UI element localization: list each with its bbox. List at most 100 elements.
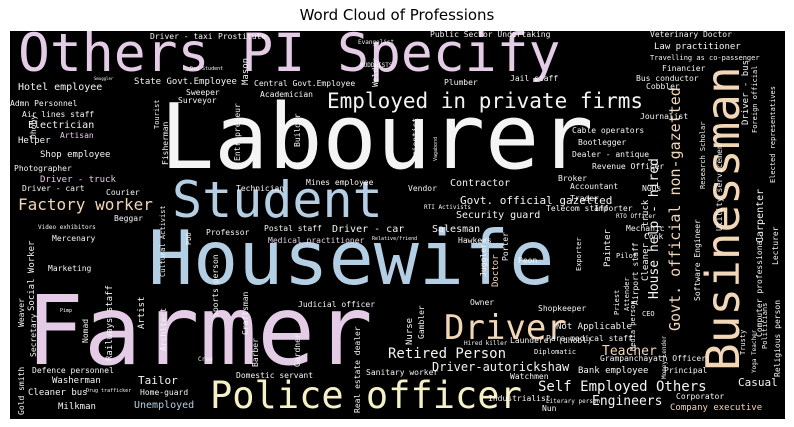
word-professor: Professor — [206, 228, 250, 237]
word-telecom-staff: Telecom staff — [546, 204, 609, 213]
word-photographer: Photographer — [14, 164, 72, 173]
word-computer-professional: Computer professional — [755, 235, 764, 337]
word-cloud-canvas: Others PI Specify Labourer Housewife Far… — [10, 31, 785, 419]
word-watchmen: Watchmen — [510, 372, 549, 381]
word-cleaner-bus: Cleaner bus — [28, 388, 88, 398]
word-foreign-official: Foreign official — [751, 65, 759, 133]
word-real-estate-dealer: Real estate dealer — [353, 326, 362, 413]
figure-title: Word Cloud of Professions — [299, 6, 495, 24]
word-shopkeeper: Shopkeeper — [538, 304, 587, 313]
word-financier: Financier — [662, 64, 706, 73]
word-social-worker: Social Worker — [27, 240, 37, 311]
word-postal-staff: Postal staff — [264, 224, 322, 233]
word-literary-person: Literary person — [546, 398, 601, 405]
word-nun: Nun — [542, 404, 557, 413]
word-employed-private-firms: Employed in private firms — [327, 89, 644, 113]
word-dog-student: Dog Student — [190, 66, 224, 72]
word-porter: Porter — [501, 232, 510, 261]
word-medical-practitioner: Medical practitioner — [268, 236, 365, 245]
word-relative-friend: Relative/friend — [372, 236, 418, 242]
word-sports-person: Sports person — [211, 254, 220, 317]
word-owner: Owner — [470, 298, 495, 307]
word-cook: Cook — [644, 232, 664, 241]
word-lecturer: Lecturer — [771, 226, 780, 265]
word-govt-official-non-gazetted: Govt. official non-gazetted — [666, 87, 684, 331]
word-casual: Casual — [738, 376, 778, 389]
word-pdo: PDO — [185, 232, 193, 245]
word-washerman: Washerman — [52, 376, 101, 386]
word-milkman: Milkman — [58, 402, 96, 412]
word-plumber: Plumber — [444, 78, 478, 87]
word-cultural-activist: Cultural Activist — [159, 205, 167, 277]
word-corporator: Corporator — [676, 392, 725, 401]
word-revenue-officer: Revenue Officer — [592, 162, 665, 171]
word-vendor: Vendor — [408, 184, 437, 193]
word-salesman: Salesman — [432, 224, 481, 235]
word-housewife: Housewife — [148, 214, 555, 302]
word-ceo: CEO — [642, 310, 655, 318]
word-hotel-employee: Hotel employee — [18, 82, 103, 93]
word-driver-car: Driver - car — [332, 224, 405, 235]
word-company-executive: Company executive — [670, 403, 763, 413]
word-doctor: Doctor — [491, 254, 501, 287]
word-accountant: Accountant — [570, 182, 619, 191]
word-gold-smith: Gold smith — [17, 366, 26, 415]
word-importer: Importer — [594, 204, 633, 213]
word-surveyor: Surveyor — [178, 96, 217, 105]
word-smuggler: Smuggler — [94, 76, 114, 81]
word-govt-official-gazetted: Govt. official gazetted — [460, 194, 613, 207]
word-not-applicable: Not Applicable — [556, 322, 632, 332]
word-dhoby: Dhoby — [29, 114, 38, 139]
word-travelling-co-passenger: Travelling as co-passenger — [650, 54, 760, 62]
word-driver-cart: Driver - cart — [22, 184, 85, 193]
word-gardner: Gardner — [293, 333, 302, 367]
word-pimp: Pimp — [60, 308, 73, 314]
word-public-sector-undertaking: Public Sector Undertaking — [430, 31, 551, 39]
word-tourist: Tourist — [153, 99, 161, 129]
word-research-scholar: Research Scholar — [699, 121, 707, 189]
word-vagabond: Vagabond — [433, 136, 439, 161]
word-priest: Priest — [613, 289, 621, 315]
word-exporter: Exporter — [575, 237, 583, 271]
word-architect: Architect — [159, 307, 168, 351]
word-helper: Helper — [18, 136, 51, 146]
word-video-exhibitors: Video exhibitors — [38, 224, 96, 231]
word-secretary: Secretary — [29, 313, 38, 357]
word-welder: Welder — [371, 58, 380, 87]
word-ngos: NGOs — [642, 184, 662, 193]
word-self-employed-others: Self Employed Others — [538, 379, 707, 395]
word-teacher: Teacher — [602, 344, 657, 359]
word-driver-taxi: Driver - taxi — [150, 32, 213, 41]
word-crew: Crew — [198, 356, 213, 363]
word-sweeper: Sweeper — [186, 88, 220, 97]
word-retired-person: Retired Person — [388, 346, 507, 362]
word-industrialist: Industrialist — [488, 394, 551, 403]
word-craftsman: Craftsman — [241, 291, 250, 335]
word-academician: Academician — [260, 90, 313, 99]
word-admn-personnel: Admn Personnel — [10, 99, 78, 108]
word-sanitary-worker: Sanitary worker — [366, 368, 439, 377]
word-weaver: Weaver — [17, 298, 26, 327]
word-driver-autorickshaw: Driver-autorickshaw — [432, 360, 570, 374]
word-bootlegger: Bootlegger — [578, 138, 627, 147]
word-painter: Painter — [603, 229, 613, 267]
word-trusty: Trusty — [739, 329, 747, 355]
word-carpenter: Carpenter — [755, 188, 766, 243]
word-central-govt-employee: Central Govt.Employee — [254, 79, 356, 88]
word-others-pi-specify: Others PI Specify — [18, 31, 561, 84]
word-drug-trafficker: Drug trafficker — [86, 388, 132, 394]
word-prostitute: Prostitute — [218, 32, 267, 41]
word-cobbler: Cobbler — [646, 82, 680, 91]
word-nomad: Nomad — [81, 318, 90, 343]
word-farmer: Farmer — [26, 275, 373, 387]
word-fisherman: Fisherman — [161, 121, 170, 165]
word-unemployed: Unemployed — [134, 400, 195, 411]
word-artisan: Artisan — [60, 131, 94, 140]
word-hired-killer: Hired killer — [464, 340, 508, 347]
word-journalist: Journalist — [640, 112, 689, 121]
word-elected-representatives: Elected representatives — [769, 86, 777, 183]
word-diplomatic: Diplomatic — [534, 348, 577, 356]
word-courier: Courier — [106, 188, 140, 197]
word-software-engineer: Software Engineer — [693, 219, 702, 301]
word-marketing: Marketing — [48, 264, 92, 273]
